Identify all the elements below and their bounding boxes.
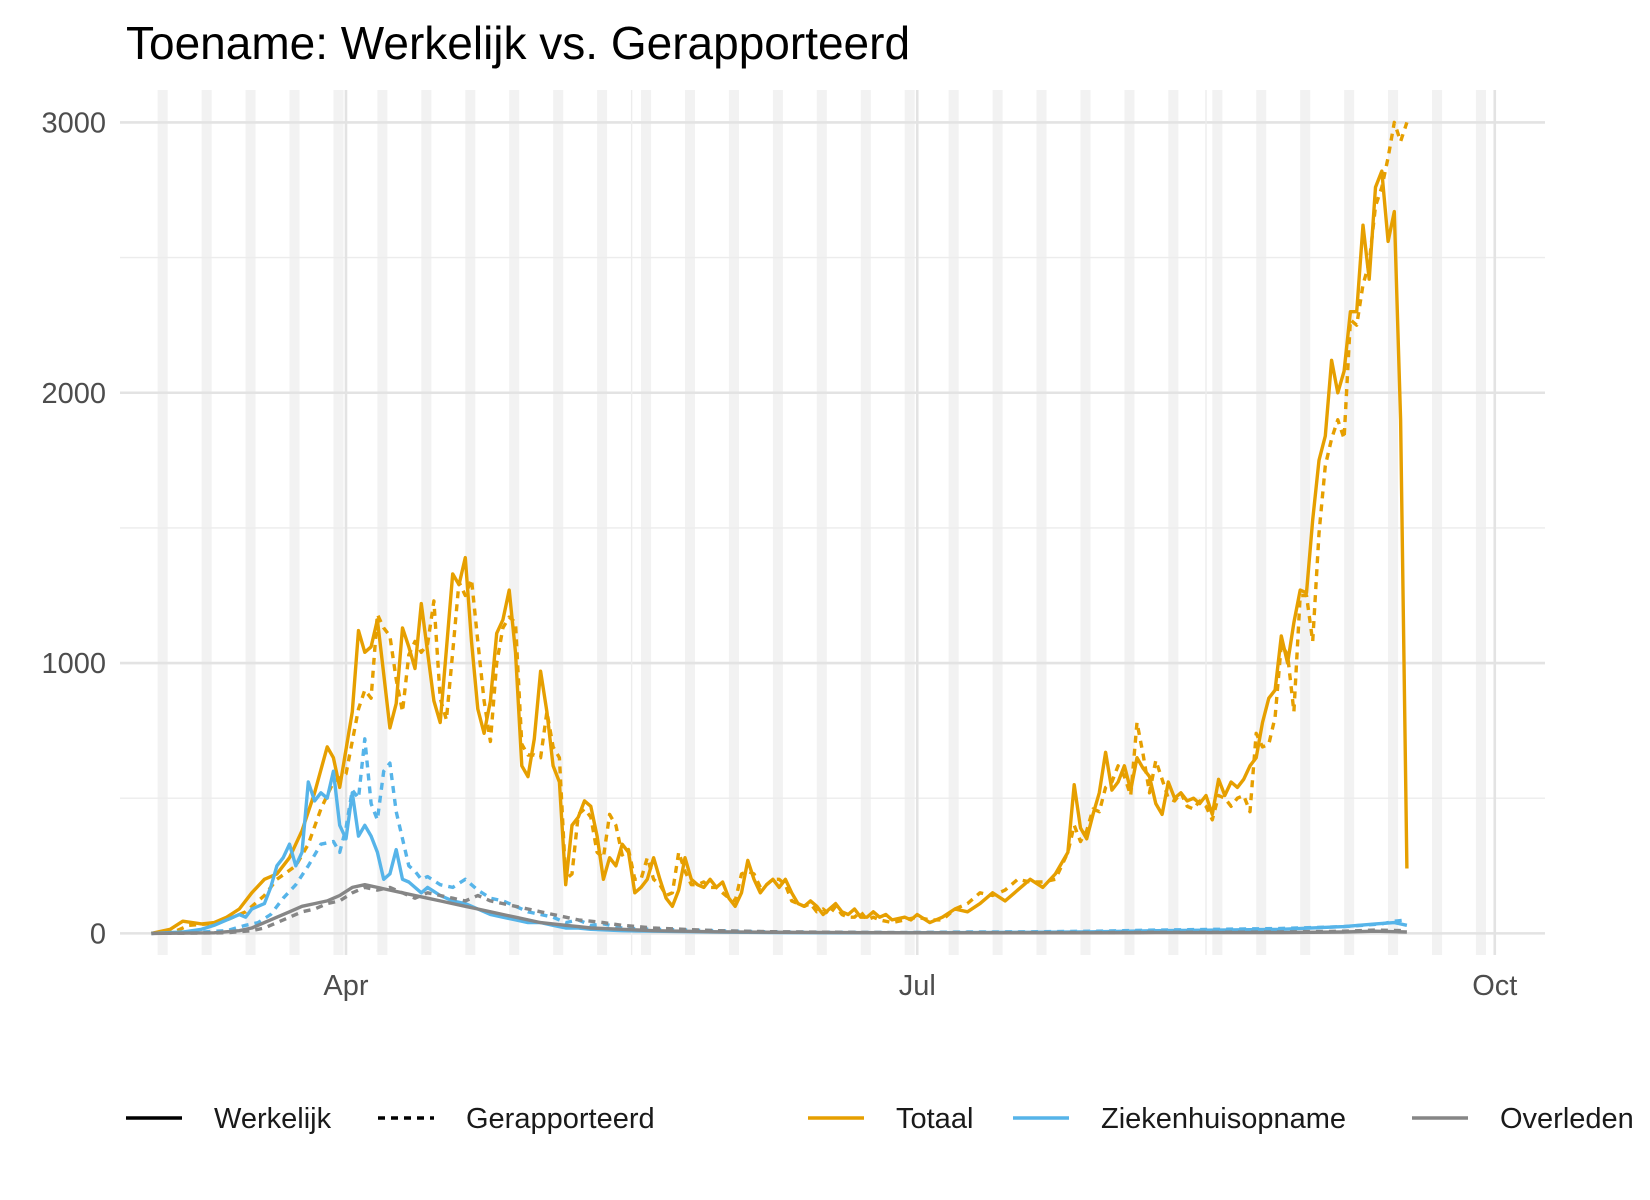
series-lines xyxy=(151,120,1409,936)
weekend-band-1 xyxy=(201,90,212,955)
series-line-overleden-werkelijk xyxy=(151,883,1407,936)
weekend-band-9 xyxy=(553,90,564,955)
weekend-band-25 xyxy=(1256,90,1267,955)
x-tick-label-2: Oct xyxy=(1472,970,1517,1002)
weekend-band-21 xyxy=(1080,90,1091,955)
weekend-band-0 xyxy=(157,90,168,955)
legend-label-werkelijk: Werkelijk xyxy=(214,1103,332,1135)
series-line-totaal-werkelijk xyxy=(151,169,1409,936)
weekend-band-27 xyxy=(1344,90,1355,955)
legend-label-ziekenhuisopname: Ziekenhuisopname xyxy=(1101,1103,1346,1135)
weekend-band-7 xyxy=(465,90,476,955)
x-tick-label-0: Apr xyxy=(323,970,368,1002)
weekend-band-22 xyxy=(1124,90,1135,955)
chart-title: Toename: Werkelijk vs. Gerapporteerd xyxy=(126,17,911,69)
weekend-band-15 xyxy=(816,90,827,955)
weekend-band-29 xyxy=(1432,90,1443,955)
weekend-band-30 xyxy=(1475,90,1486,955)
weekend-band-17 xyxy=(904,90,915,955)
y-tick-label-0: 0 xyxy=(90,918,106,950)
weekend-band-24 xyxy=(1212,90,1223,955)
series-line-overleden-gerapporteerd xyxy=(151,885,1407,936)
weekend-band-16 xyxy=(860,90,871,955)
y-tick-label-2: 2000 xyxy=(41,378,106,410)
weekend-band-13 xyxy=(728,90,739,955)
x-tick-label-1: Jul xyxy=(899,970,936,1002)
weekend-bands xyxy=(157,90,1486,955)
weekend-band-19 xyxy=(992,90,1003,955)
legend-label-gerapporteerd: Gerapporteerd xyxy=(466,1103,655,1135)
legend-label-overleden: Overleden xyxy=(1500,1103,1634,1135)
weekend-band-12 xyxy=(684,90,696,955)
series-line-totaal-gerapporteerd xyxy=(151,120,1409,936)
weekend-band-28 xyxy=(1388,90,1399,955)
weekend-band-10 xyxy=(597,90,608,955)
weekend-band-2 xyxy=(245,90,256,955)
y-tick-label-1: 1000 xyxy=(41,648,106,680)
weekend-band-6 xyxy=(421,90,432,955)
weekend-band-4 xyxy=(333,90,344,955)
weekend-band-20 xyxy=(1036,90,1047,955)
weekend-band-11 xyxy=(641,90,652,955)
legend-label-totaal: Totaal xyxy=(896,1103,973,1135)
weekend-band-23 xyxy=(1168,90,1179,955)
legend: Werkelijk Gerapporteerd Totaal Ziekenhuisop… xyxy=(126,1103,1634,1135)
weekend-band-3 xyxy=(289,90,300,955)
axis-labels: 0 1000 2000 3000 Apr Jul Oct xyxy=(41,107,1517,1002)
weekend-band-14 xyxy=(772,90,783,955)
weekend-band-18 xyxy=(948,90,959,955)
y-tick-label-3: 3000 xyxy=(41,107,106,139)
weekend-band-26 xyxy=(1300,90,1311,955)
weekend-band-8 xyxy=(509,90,520,955)
weekend-band-5 xyxy=(377,90,388,955)
